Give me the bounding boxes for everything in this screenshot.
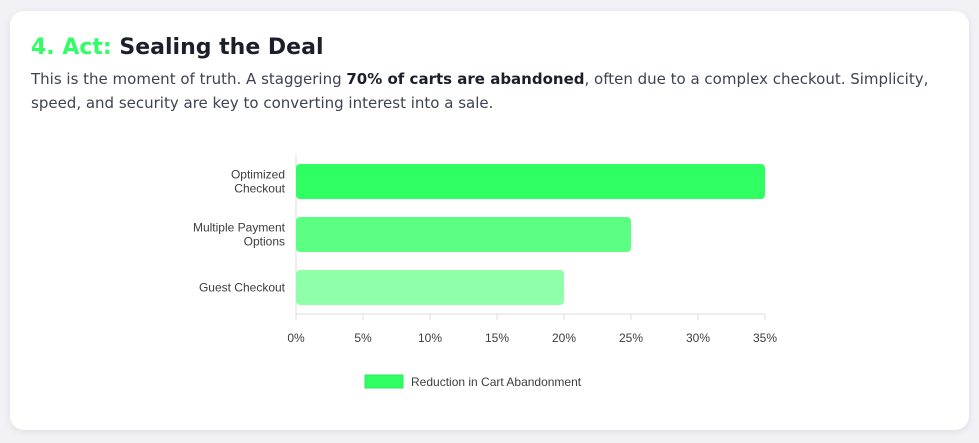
- x-tick-label: 0%: [287, 331, 305, 345]
- x-tick-label: 35%: [753, 331, 777, 345]
- bar[interactable]: [296, 164, 765, 199]
- x-tick-label: 30%: [686, 331, 710, 345]
- x-tick-label: 25%: [619, 331, 643, 345]
- category-label: Checkout: [234, 182, 285, 196]
- bar[interactable]: [296, 270, 564, 305]
- description-highlight: 70% of carts are abandoned: [346, 70, 585, 88]
- category-label: Optimized: [231, 168, 285, 182]
- x-tick-label: 10%: [418, 331, 442, 345]
- category-label: Options: [244, 235, 285, 249]
- bar[interactable]: [296, 217, 631, 252]
- x-axis-ticks: 0% 5% 10% 15% 20% 25% 30% 35%: [287, 314, 777, 345]
- section-heading: 4. Act: Sealing the Deal: [31, 33, 323, 63]
- x-tick-label: 15%: [485, 331, 509, 345]
- description-intro: This is the moment of truth. A staggerin…: [31, 70, 347, 88]
- step-label: 4. Act:: [31, 35, 112, 60]
- section-description: This is the moment of truth. A staggerin…: [31, 67, 931, 115]
- x-tick-label: 5%: [354, 331, 372, 345]
- section-title: Sealing the Deal: [119, 35, 324, 60]
- chart-bars: [296, 164, 765, 305]
- legend-swatch: [364, 374, 404, 389]
- description-rest: , often due to a complex checkout. Simpl…: [31, 70, 929, 112]
- category-label: Multiple Payment: [193, 221, 286, 235]
- legend-label: Reduction in Cart Abandonment: [411, 375, 582, 389]
- x-tick-label: 20%: [552, 331, 576, 345]
- chart-legend[interactable]: Reduction in Cart Abandonment: [364, 374, 582, 389]
- category-label: Guest Checkout: [199, 281, 286, 295]
